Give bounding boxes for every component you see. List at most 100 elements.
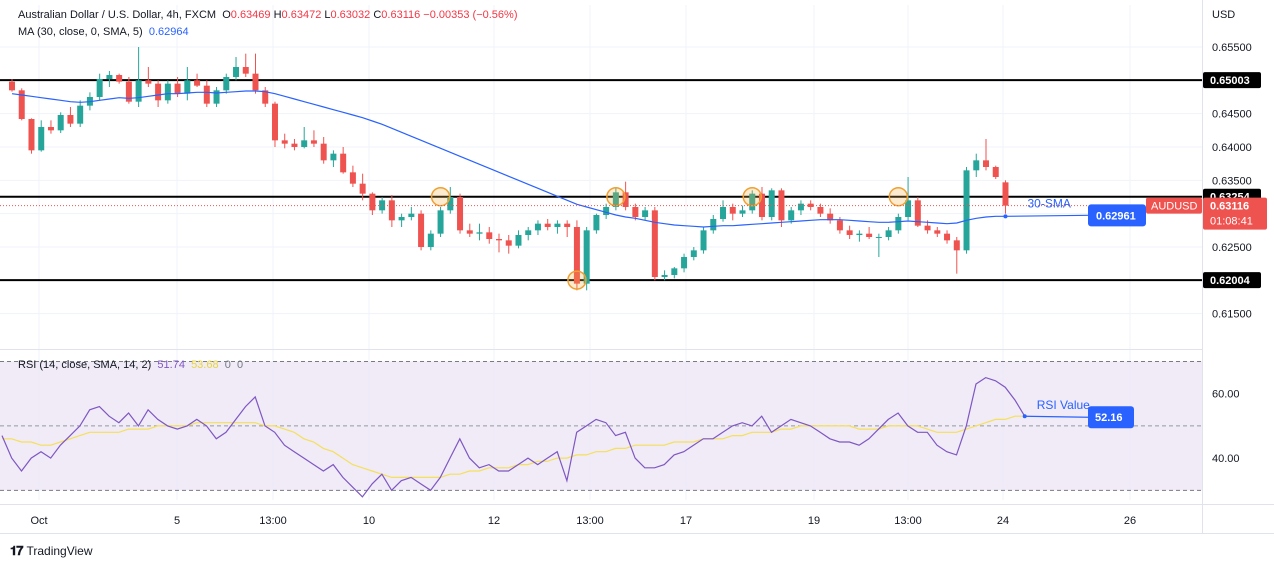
- main-legend: Australian Dollar / U.S. Dollar, 4h, FXC…: [18, 9, 517, 21]
- high-label: H: [273, 9, 282, 21]
- candle-body: [593, 215, 600, 231]
- candle-body: [486, 232, 493, 239]
- close-label: C: [373, 9, 382, 21]
- rsi-label: RSI Value: [1037, 398, 1090, 412]
- sma-callout-dot: [1003, 214, 1008, 219]
- candle-body: [749, 193, 756, 211]
- candle-body: [700, 230, 707, 251]
- candle-body: [681, 257, 688, 269]
- candle-body: [184, 80, 191, 94]
- candle-body: [349, 172, 356, 184]
- rsi-ma-line: [2, 415, 1025, 478]
- price-tick-label: 0.61500: [1212, 309, 1252, 321]
- time-tick-label: 5: [174, 515, 180, 527]
- candle-body: [973, 160, 980, 171]
- candle-body: [96, 79, 103, 97]
- candle-body: [301, 140, 308, 147]
- candle-body: [233, 67, 240, 77]
- candle-body: [47, 127, 54, 131]
- candle-body: [388, 200, 395, 221]
- candle-body: [340, 153, 347, 173]
- last-price-box: [1146, 197, 1202, 214]
- tradingview-logo-icon: 𝟏𝟕: [10, 543, 24, 558]
- candle-body: [895, 217, 902, 231]
- currency-label: USD: [1212, 9, 1235, 21]
- candle-body: [505, 240, 512, 246]
- ma-legend[interactable]: MA (30, close, 0, SMA, 5) 0.62964: [18, 26, 189, 38]
- candle-body: [398, 217, 405, 221]
- candle-body: [271, 103, 278, 141]
- touch-circle: [606, 186, 626, 207]
- sma-label: 30-SMA: [1027, 196, 1070, 210]
- candle-body: [720, 207, 727, 219]
- candle-body: [856, 233, 863, 235]
- candle-body: [408, 213, 415, 217]
- tradingview-logo[interactable]: 𝟏𝟕 TradingView: [10, 543, 93, 559]
- candle-body: [934, 230, 941, 234]
- level-tag-box: [1203, 72, 1261, 89]
- rsi-tick-label: 60.00: [1212, 389, 1240, 401]
- high-value: 0.63472: [281, 9, 322, 21]
- candle-body: [758, 193, 765, 217]
- rsi-callout-connector: [1024, 415, 1089, 418]
- candle-body: [203, 85, 210, 104]
- candle-body: [564, 223, 571, 227]
- rsi-grid: [0, 360, 1202, 491]
- candle-body: [262, 90, 269, 104]
- last-price-symbol: AUDUSD: [1151, 201, 1198, 213]
- candle-body: [583, 230, 590, 284]
- candle-body: [827, 213, 834, 221]
- touch-circle: [888, 186, 909, 207]
- candle-body: [77, 105, 84, 124]
- candle-body: [1002, 182, 1009, 206]
- candle-body: [632, 207, 639, 217]
- candle-body: [788, 210, 795, 221]
- sma-value: 0.62961: [1096, 210, 1136, 222]
- candle-body: [174, 83, 181, 94]
- candle-body: [291, 143, 298, 147]
- price-tick-label: 0.64500: [1212, 109, 1252, 121]
- rsi-ma-legend-value: 53.68: [191, 359, 219, 371]
- candle-body: [310, 140, 317, 144]
- candle-body: [866, 233, 873, 237]
- candle-body: [330, 153, 337, 161]
- candle-body: [145, 80, 152, 84]
- sma-30-line: [11, 90, 1006, 228]
- candle-body: [67, 115, 74, 124]
- candle-body: [914, 200, 921, 226]
- candle-body: [846, 230, 853, 235]
- rsi-legend-v3: 0: [224, 359, 231, 371]
- candle-body: [164, 83, 171, 101]
- time-tick-label: 13:00: [576, 515, 604, 527]
- time-tick-label: 13:00: [894, 515, 922, 527]
- candle-body: [797, 203, 804, 211]
- open-label: O: [222, 9, 231, 21]
- candle-body: [905, 200, 912, 217]
- candle-body: [155, 83, 162, 101]
- rsi-tick-label: 40.00: [1212, 453, 1240, 465]
- open-value: 0.63469: [230, 9, 271, 21]
- candle-body: [447, 197, 454, 211]
- candle-body: [437, 210, 444, 234]
- sma-callout: 30-SMA 0.62961: [1003, 196, 1146, 227]
- ma-legend-value: 0.62964: [148, 26, 189, 38]
- symbol-title[interactable]: Australian Dollar / U.S. Dollar, 4h, FXC…: [18, 9, 217, 21]
- candle-body: [223, 77, 230, 91]
- rsi-legend-value: 51.74: [157, 359, 185, 371]
- rsi-axis-ticks[interactable]: 60.00 40.00: [1212, 389, 1240, 465]
- candle-body: [768, 190, 775, 217]
- rsi-value-box: [1088, 406, 1134, 429]
- candle-body: [18, 90, 25, 119]
- candle-body: [320, 143, 327, 161]
- time-axis-ticks[interactable]: Oct 5 13:00 10 12 13:00 17 19 13:00 24 26: [30, 515, 1136, 527]
- candle-body: [924, 225, 931, 231]
- candle-body: [817, 207, 824, 214]
- rsi-legend[interactable]: RSI (14, close, SMA, 14, 2) 51.74 53.68 …: [18, 359, 243, 371]
- candle-body: [983, 160, 989, 167]
- candle-body: [379, 200, 386, 211]
- rsi-legend-label: RSI (14, close, SMA, 14, 2): [18, 359, 152, 371]
- touch-circle: [567, 270, 587, 290]
- candle-body: [963, 170, 970, 251]
- time-tick-label: 26: [1124, 515, 1136, 527]
